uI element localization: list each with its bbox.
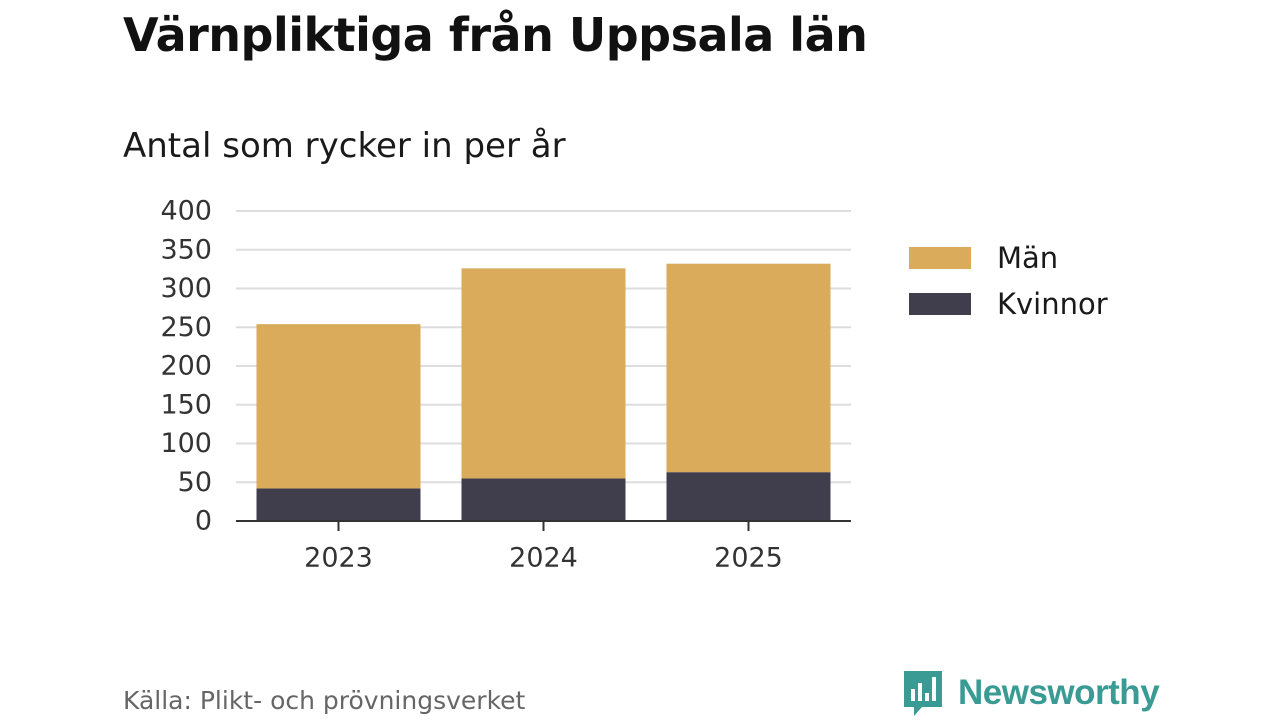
legend-swatch-kvinnor [909,293,971,315]
bar-2025-kvinnor [666,472,831,521]
brand-logo: Newsworthy [902,669,1160,717]
y-tick-label-350: 350 [160,234,212,265]
bar-2023-män [256,324,421,489]
y-tick-label-250: 250 [160,312,212,343]
legend-label-man: Män [997,241,1059,275]
brand-name: Newsworthy [958,673,1160,712]
bar-2025-män [666,263,831,473]
y-tick-label-50: 50 [178,467,212,498]
legend-item-man: Män [909,241,1059,275]
x-axis-ticks: 2023 2024 2025 [304,521,783,574]
y-tick-label-100: 100 [160,428,212,459]
y-tick-label-150: 150 [160,389,212,420]
x-tick-label-2023: 2023 [304,543,373,574]
y-tick-label-300: 300 [160,273,212,304]
bar-2024-män [461,268,626,479]
legend-swatch-man [909,247,971,269]
y-tick-label-200: 200 [160,351,212,382]
bars [256,263,831,521]
y-tick-label-0: 0 [195,506,212,537]
legend-item-kvinnor: Kvinnor [909,287,1108,321]
bar-2023-kvinnor [256,488,421,521]
bar-chart-speech-bubble-icon [904,671,942,716]
x-tick-label-2024: 2024 [509,543,578,574]
bar-2024-kvinnor [461,478,626,521]
x-tick-label-2025: 2025 [714,543,783,574]
source-note: Källa: Plikt- och prövningsverket [123,686,526,715]
chart-subtitle: Antal som rycker in per år [123,126,566,166]
chart-title: Värnpliktiga från Uppsala län [123,8,868,62]
y-tick-label-400: 400 [160,196,212,227]
y-axis-ticks: 0 50 100 150 200 250 300 350 400 [160,196,212,537]
legend-label-kvinnor: Kvinnor [997,287,1108,321]
